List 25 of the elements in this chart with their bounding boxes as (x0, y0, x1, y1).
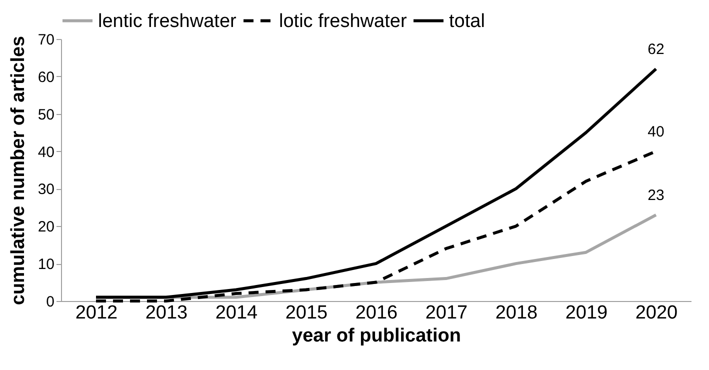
x-tick-label: 2012 (75, 302, 118, 324)
x-tick-label: 2013 (145, 302, 188, 324)
legend-label: lotic freshwater (279, 10, 408, 32)
legend-label: lentic freshwater (98, 10, 238, 32)
x-tick-label: 2017 (425, 302, 468, 324)
x-tick-label: 2020 (635, 302, 678, 324)
y-tick-label: 20 (38, 218, 54, 236)
y-tick-label: 0 (46, 294, 54, 310)
x-tick-label: 2018 (495, 302, 538, 324)
y-axis-title: cumulative number of articles (8, 36, 29, 306)
y-tick-label: 30 (38, 181, 54, 198)
x-axis-title: year of publication (292, 326, 461, 346)
y-tick-label: 50 (38, 106, 54, 124)
y-tick-label: 70 (38, 32, 54, 48)
x-tick-label: 2014 (215, 302, 258, 324)
data-label: 62 (648, 40, 664, 58)
x-tick-label: 2016 (355, 302, 398, 324)
y-tick-label: 60 (38, 68, 54, 86)
data-label: 40 (648, 123, 664, 140)
x-tick-label: 2015 (285, 302, 328, 324)
y-tick-label: 40 (38, 144, 54, 161)
legend-label: total (449, 10, 485, 32)
data-label: 23 (648, 186, 664, 204)
x-tick-label: 2019 (565, 302, 608, 324)
y-tick-label: 10 (38, 256, 54, 274)
